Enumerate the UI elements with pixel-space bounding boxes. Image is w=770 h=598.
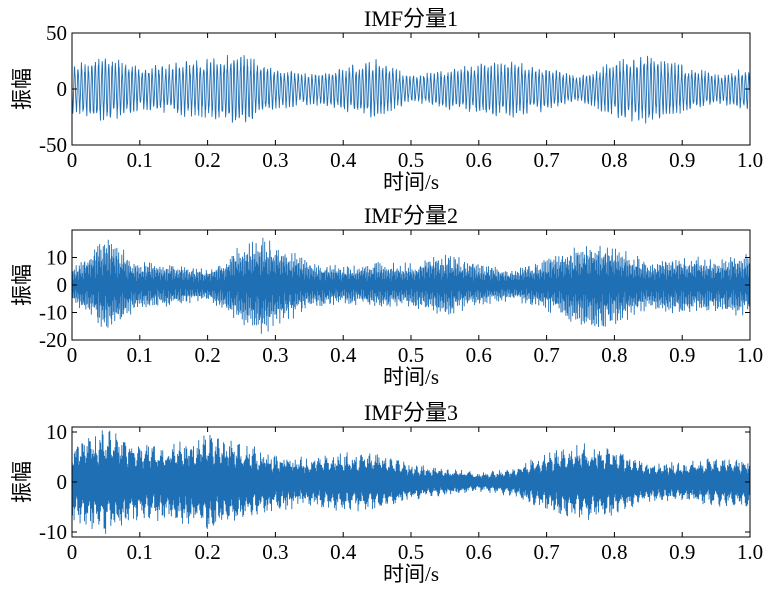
y-tick-label: 10 xyxy=(46,420,67,444)
x-tick-label: 1.0 xyxy=(737,540,763,564)
y-tick-label: 0 xyxy=(57,77,68,101)
y-tick-label: 0 xyxy=(57,273,68,297)
x-tick-label: 0.6 xyxy=(466,343,492,367)
x-tick-label: 0.3 xyxy=(262,540,288,564)
x-axis-label: 时间/s xyxy=(383,365,439,389)
y-axis-label: 振幅 xyxy=(10,264,34,306)
x-tick-label: 0.7 xyxy=(533,540,559,564)
x-tick-label: 0.5 xyxy=(398,148,424,172)
x-tick-label: 0.6 xyxy=(466,148,492,172)
waveform-series-3 xyxy=(72,430,750,534)
x-tick-label: 0.7 xyxy=(533,148,559,172)
waveform-series-2 xyxy=(72,237,750,334)
y-tick-label: -50 xyxy=(39,133,67,157)
x-tick-label: 0.7 xyxy=(533,343,559,367)
y-axis-label: 振幅 xyxy=(10,68,34,110)
x-tick-label: 0.2 xyxy=(194,148,220,172)
y-tick-label: -10 xyxy=(39,301,67,325)
x-tick-label: 0 xyxy=(67,540,78,564)
x-tick-label: 0 xyxy=(67,148,78,172)
x-tick-label: 0.4 xyxy=(330,540,357,564)
y-tick-label: 10 xyxy=(46,246,67,270)
x-tick-label: 0.2 xyxy=(194,343,220,367)
y-axis-label: 振幅 xyxy=(10,461,34,503)
x-tick-label: 0.9 xyxy=(669,148,695,172)
x-tick-label: 0.9 xyxy=(669,343,695,367)
x-tick-label: 0.6 xyxy=(466,540,492,564)
x-tick-label: 0.5 xyxy=(398,540,424,564)
x-tick-label: 1.0 xyxy=(737,148,763,172)
x-tick-label: 0.1 xyxy=(127,343,153,367)
chart-title: IMF分量1 xyxy=(364,6,458,31)
waveform-series-1 xyxy=(72,55,750,124)
x-tick-label: 0.1 xyxy=(127,148,153,172)
y-tick-label: -10 xyxy=(39,520,67,544)
x-tick-label: 0.9 xyxy=(669,540,695,564)
x-tick-label: 0.3 xyxy=(262,148,288,172)
x-axis-label: 时间/s xyxy=(383,562,439,586)
x-tick-label: 0.5 xyxy=(398,343,424,367)
y-tick-label: 50 xyxy=(46,21,67,45)
x-tick-label: 0.2 xyxy=(194,540,220,564)
y-tick-label: 0 xyxy=(57,470,68,494)
chart-title: IMF分量3 xyxy=(364,400,458,425)
x-tick-label: 0.8 xyxy=(601,540,627,564)
x-tick-label: 0.4 xyxy=(330,148,357,172)
y-tick-label: -20 xyxy=(39,328,67,352)
x-tick-label: 0.8 xyxy=(601,148,627,172)
x-tick-label: 0.1 xyxy=(127,540,153,564)
x-tick-label: 1.0 xyxy=(737,343,763,367)
chart-title: IMF分量2 xyxy=(364,203,458,228)
x-tick-label: 0.4 xyxy=(330,343,357,367)
x-axis-label: 时间/s xyxy=(383,170,439,194)
x-tick-label: 0.3 xyxy=(262,343,288,367)
x-tick-label: 0.8 xyxy=(601,343,627,367)
x-tick-label: 0 xyxy=(67,343,78,367)
